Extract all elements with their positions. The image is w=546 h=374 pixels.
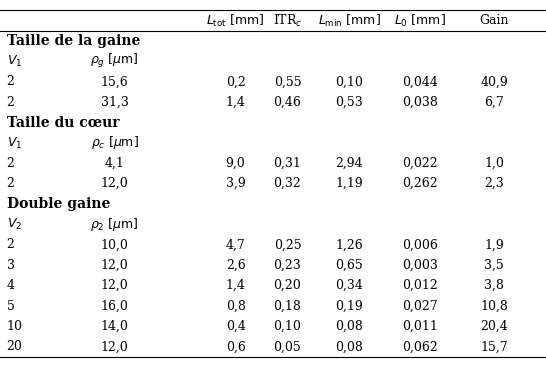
Text: 0,32: 0,32 [274,177,301,190]
Text: 1,19: 1,19 [336,177,363,190]
Text: 1,0: 1,0 [484,157,504,170]
Text: 6,7: 6,7 [484,96,504,109]
Text: 0,19: 0,19 [336,300,363,313]
Text: 2: 2 [7,177,14,190]
Text: 40,9: 40,9 [480,75,508,88]
Text: 16,0: 16,0 [100,300,129,313]
Text: $L_{\mathrm{min}}\ [\mathrm{mm}]$: $L_{\mathrm{min}}\ [\mathrm{mm}]$ [318,13,381,29]
Text: 0,65: 0,65 [336,259,363,272]
Text: ITR$_c$: ITR$_c$ [272,13,302,29]
Text: Gain: Gain [479,14,509,27]
Text: 3,8: 3,8 [484,279,504,292]
Text: $V_1$: $V_1$ [7,135,22,150]
Text: 0,10: 0,10 [335,75,364,88]
Text: 9,0: 9,0 [225,157,246,170]
Text: 12,0: 12,0 [101,177,128,190]
Text: 0,038: 0,038 [402,96,438,109]
Text: 10,8: 10,8 [480,300,508,313]
Text: 0,23: 0,23 [274,259,301,272]
Text: 31,3: 31,3 [100,96,129,109]
Text: 12,0: 12,0 [101,259,128,272]
Text: 3: 3 [7,259,15,272]
Text: 2,6: 2,6 [225,259,246,272]
Text: $L_0\ [\mathrm{mm}]$: $L_0\ [\mathrm{mm}]$ [394,13,447,29]
Text: 0,34: 0,34 [335,279,364,292]
Text: 0,08: 0,08 [335,340,364,353]
Text: 4: 4 [7,279,15,292]
Text: 3,9: 3,9 [225,177,246,190]
Text: $\rho_g\ [\mu\mathrm{m}]$: $\rho_g\ [\mu\mathrm{m}]$ [90,52,139,70]
Text: 2,94: 2,94 [336,157,363,170]
Text: 0,262: 0,262 [402,177,438,190]
Text: 0,8: 0,8 [225,300,246,313]
Text: 2: 2 [7,157,14,170]
Text: 5: 5 [7,300,14,313]
Text: $V_2$: $V_2$ [7,217,22,232]
Text: 0,08: 0,08 [335,320,364,333]
Text: 0,4: 0,4 [225,320,246,333]
Text: 0,044: 0,044 [402,75,438,88]
Text: 0,55: 0,55 [274,75,301,88]
Text: 20,4: 20,4 [480,320,508,333]
Text: 0,25: 0,25 [274,238,301,251]
Text: $L_{\mathrm{tot}}\ [\mathrm{mm}]$: $L_{\mathrm{tot}}\ [\mathrm{mm}]$ [206,13,265,29]
Text: 0,011: 0,011 [402,320,438,333]
Text: 0,05: 0,05 [274,340,301,353]
Text: Double gaine: Double gaine [7,197,110,211]
Text: 2: 2 [7,238,14,251]
Text: 0,012: 0,012 [402,279,438,292]
Text: 1,4: 1,4 [225,279,246,292]
Text: 4,1: 4,1 [105,157,124,170]
Text: 0,062: 0,062 [402,340,438,353]
Text: 0,2: 0,2 [225,75,246,88]
Text: 15,6: 15,6 [101,75,128,88]
Text: 3,5: 3,5 [484,259,504,272]
Text: 0,027: 0,027 [402,300,438,313]
Text: 15,7: 15,7 [480,340,508,353]
Text: 0,006: 0,006 [402,238,438,251]
Text: 0,31: 0,31 [274,157,301,170]
Text: 10: 10 [7,320,22,333]
Text: 2: 2 [7,75,14,88]
Text: 0,18: 0,18 [274,300,301,313]
Text: 0,53: 0,53 [336,96,363,109]
Text: 0,20: 0,20 [274,279,301,292]
Text: Taille du cœur: Taille du cœur [7,116,119,129]
Text: 0,003: 0,003 [402,259,438,272]
Text: 0,46: 0,46 [274,96,301,109]
Text: 1,26: 1,26 [336,238,363,251]
Text: 4,7: 4,7 [225,238,246,251]
Text: 0,10: 0,10 [274,320,301,333]
Text: 12,0: 12,0 [101,279,128,292]
Text: 1,9: 1,9 [484,238,504,251]
Text: $\rho_c\ [\mu\mathrm{m}]$: $\rho_c\ [\mu\mathrm{m}]$ [91,135,139,151]
Text: $V_1$: $V_1$ [7,54,22,69]
Text: 20: 20 [7,340,22,353]
Text: 12,0: 12,0 [101,340,128,353]
Text: 10,0: 10,0 [100,238,129,251]
Text: 2,3: 2,3 [484,177,504,190]
Text: 0,6: 0,6 [225,340,246,353]
Text: $\rho_2\ [\mu\mathrm{m}]$: $\rho_2\ [\mu\mathrm{m}]$ [90,216,139,233]
Text: 14,0: 14,0 [100,320,129,333]
Text: Taille de la gaine: Taille de la gaine [7,34,140,48]
Text: 0,022: 0,022 [402,157,438,170]
Text: 2: 2 [7,96,14,109]
Text: 1,4: 1,4 [225,96,246,109]
